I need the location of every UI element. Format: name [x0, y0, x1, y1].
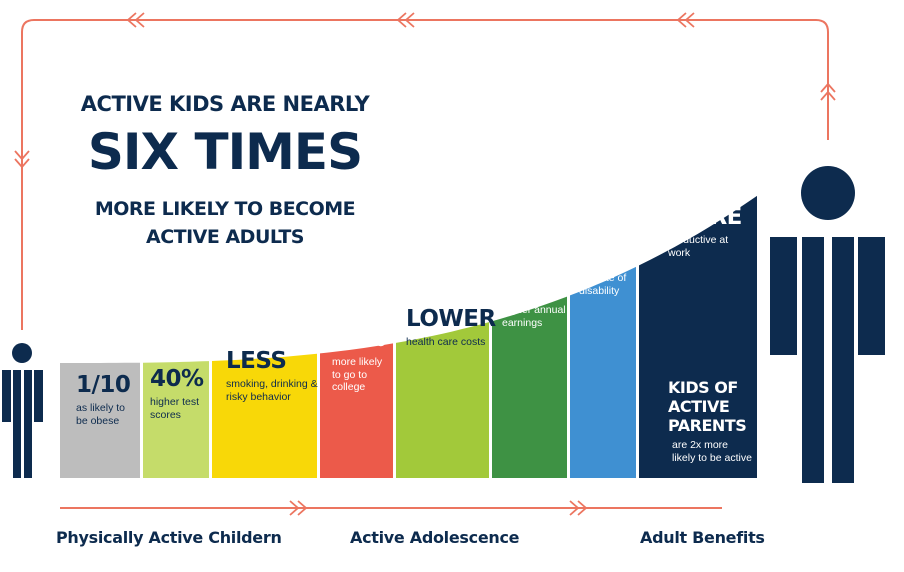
- benefit-description: smoking, drinking & risky behavior: [226, 378, 318, 403]
- benefit-description: health care costs: [406, 336, 486, 348]
- headline-line-4: ACTIVE ADULTS: [146, 226, 305, 248]
- benefit-value: LESS: [226, 348, 287, 374]
- benefit-value: MORE: [668, 204, 742, 230]
- stage-label-childhood: Physically Active Childern: [56, 528, 282, 547]
- benefit-value: 40%: [150, 366, 204, 392]
- benefit-active-parents: KIDS OF ACTIVE PARENTS are 2x more likel…: [668, 378, 752, 464]
- benefit-productivity: MORE productive at work: [668, 204, 748, 259]
- segment-test-scores: [143, 361, 209, 478]
- benefit-obesity: 1/10 as likely to be obese: [76, 372, 138, 427]
- segment-productivity: [639, 195, 757, 478]
- benefit-earnings: 7-8% higher annual earnings: [502, 274, 570, 329]
- benefit-value: LOWER: [406, 306, 496, 332]
- benefit-description: more likely to go to college: [332, 356, 383, 393]
- segment-disability: [570, 266, 636, 478]
- benefit-risky-behavior: LESS smoking, drinking & risky behavior: [226, 348, 318, 403]
- benefit-value: KIDS OF ACTIVE PARENTS: [668, 378, 747, 435]
- segment-health-costs: [396, 322, 489, 478]
- benefit-description: higher annual earnings: [502, 304, 566, 329]
- headline-emphasis: SIX TIMES: [87, 123, 363, 181]
- stage-label-adult: Adult Benefits: [640, 528, 765, 547]
- benefit-test-scores: 40% higher test scores: [150, 366, 210, 421]
- benefit-description: productive at work: [668, 234, 729, 259]
- benefit-curve: [60, 195, 757, 478]
- segment-college: [320, 343, 393, 478]
- benefit-description: the rate of disability: [579, 272, 627, 297]
- benefit-disability: 1/3 the rate of disability: [579, 242, 637, 297]
- benefit-description: as likely to be obese: [76, 402, 126, 427]
- headline-line-1: ACTIVE KIDS ARE NEARLY: [80, 92, 370, 116]
- child-figure-icon: [2, 343, 43, 478]
- segment-earnings: [492, 296, 567, 478]
- adult-figure-icon: [770, 166, 885, 483]
- headline-line-3: MORE LIKELY TO BECOME: [94, 198, 356, 220]
- segment-risky-behavior: [212, 353, 317, 478]
- benefit-value: 15%: [332, 326, 386, 352]
- benefit-college: 15% more likely to go to college: [332, 326, 392, 394]
- benefit-description: higher test scores: [150, 396, 200, 421]
- cycle-arrow-icon: [14, 12, 836, 330]
- benefit-value: 1/10: [76, 372, 131, 398]
- timeline-arrow-icon: [60, 500, 722, 516]
- stage-label-adolescence: Active Adolescence: [350, 528, 520, 547]
- benefit-health-costs: LOWER health care costs: [406, 306, 496, 349]
- segment-obesity: [60, 362, 140, 478]
- benefit-value: 7-8%: [502, 274, 565, 300]
- benefit-value: 1/3: [579, 242, 618, 268]
- benefit-description: are 2x more likely to be active: [672, 439, 752, 464]
